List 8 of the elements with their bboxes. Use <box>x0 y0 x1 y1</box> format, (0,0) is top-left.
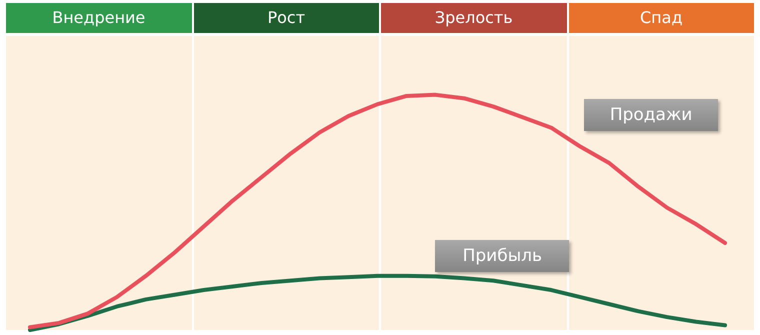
series-label: Продажи <box>610 104 692 125</box>
text: Внедрение <box>6 3 192 33</box>
text: Зрелость <box>381 3 566 33</box>
series-label: Прибыль <box>462 246 542 266</box>
label-tag: Продажи <box>584 98 718 131</box>
label-tag: Прибыль <box>435 240 570 272</box>
text: Спад <box>568 3 754 33</box>
text: Рост <box>194 3 379 33</box>
